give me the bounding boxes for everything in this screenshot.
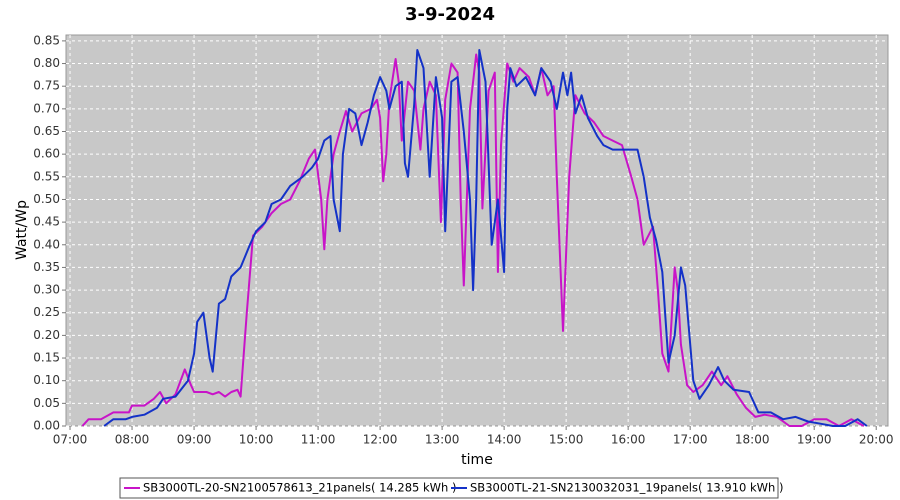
y-tick-label: 0.40 xyxy=(33,237,60,251)
y-tick-label: 0.70 xyxy=(33,101,60,115)
y-tick-label: 0.10 xyxy=(33,373,60,387)
x-tick-label: 13:00 xyxy=(425,433,460,447)
x-tick-label: 15:00 xyxy=(549,433,584,447)
chart-title: 3-9-2024 xyxy=(405,4,495,25)
legend-label: SB3000TL-21-SN2130032031_19panels( 13.91… xyxy=(470,481,783,495)
y-tick-label: 0.65 xyxy=(33,124,60,138)
y-tick-label: 0.75 xyxy=(33,79,60,93)
x-tick-label: 11:00 xyxy=(301,433,336,447)
legend-label: SB3000TL-20-SN2100578613_21panels( 14.28… xyxy=(143,481,456,495)
x-tick-label: 20:00 xyxy=(859,433,894,447)
y-tick-label: 0.20 xyxy=(33,328,60,342)
x-tick-label: 07:00 xyxy=(53,433,88,447)
x-tick-label: 12:00 xyxy=(363,433,398,447)
x-tick-label: 19:00 xyxy=(797,433,832,447)
x-tick-label: 17:00 xyxy=(673,433,708,447)
y-tick-label: 0.80 xyxy=(33,56,60,70)
x-axis-label: time xyxy=(461,452,493,468)
series-line xyxy=(103,49,868,427)
y-tick-label: 0.50 xyxy=(33,192,60,206)
x-tick-label: 08:00 xyxy=(115,433,150,447)
y-tick-label: 0.45 xyxy=(33,215,60,229)
x-tick-label: 18:00 xyxy=(735,433,770,447)
y-axis-label: Watt/Wp xyxy=(14,200,30,260)
x-tick-label: 09:00 xyxy=(177,433,212,447)
legend xyxy=(119,477,779,499)
y-tick-label: 0.00 xyxy=(33,419,60,433)
plot-area xyxy=(65,34,889,427)
y-tick-label: 0.15 xyxy=(33,351,60,365)
y-tick-label: 0.85 xyxy=(33,33,60,47)
x-tick-label: 16:00 xyxy=(611,433,646,447)
y-tick-label: 0.60 xyxy=(33,147,60,161)
y-tick-label: 0.25 xyxy=(33,305,60,319)
x-tick-label: 10:00 xyxy=(239,433,274,447)
y-tick-label: 0.05 xyxy=(33,396,60,410)
y-tick-label: 0.30 xyxy=(33,283,60,297)
x-tick-label: 14:00 xyxy=(487,433,522,447)
y-tick-label: 0.55 xyxy=(33,169,60,183)
y-tick-label: 0.35 xyxy=(33,260,60,274)
series-line xyxy=(81,53,865,427)
